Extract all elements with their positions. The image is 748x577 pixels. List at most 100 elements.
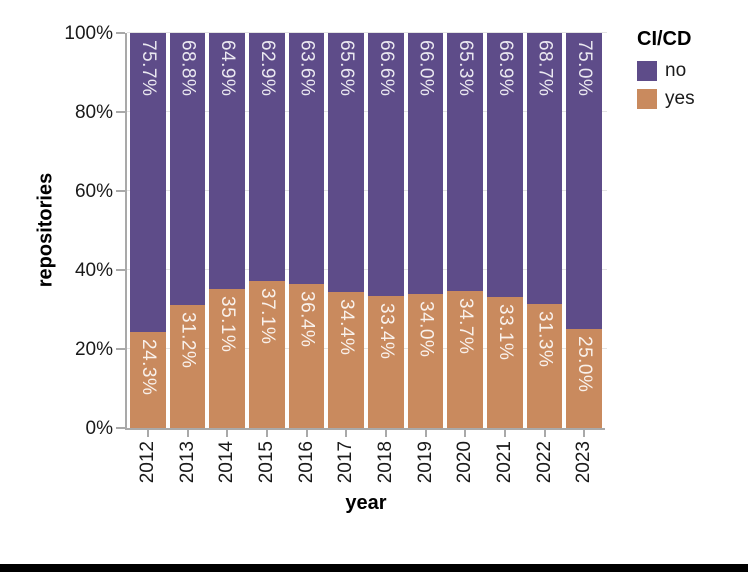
gridline [127, 269, 607, 270]
y-tick-mark [116, 190, 125, 192]
bar-label-no: 65.6% [336, 40, 358, 97]
bar-segment-no: 62.9% [249, 33, 285, 282]
bar-segment-no: 63.6% [288, 33, 325, 285]
x-tick-2014: 2014 [209, 429, 245, 483]
bar-2018: 66.6% 33.4% [368, 33, 404, 428]
bar-segment-yes: 34.4% [328, 292, 365, 428]
bar-segment-yes: 31.2% [169, 304, 206, 428]
y-tick-mark [116, 269, 125, 271]
x-tick-2015: 2015 [249, 429, 285, 483]
bar-segment-no: 75.0% [566, 33, 603, 330]
bar-label-no: 63.6% [296, 40, 318, 97]
bar-segment-yes: 34.7% [447, 290, 484, 428]
bar-2016: 63.6% 36.4% [288, 33, 325, 428]
bar-segment-yes: 33.1% [487, 297, 523, 428]
legend-swatch-yes [637, 89, 657, 109]
bar-label-yes: 36.4% [296, 291, 318, 348]
bar-segment-no: 66.6% [368, 33, 404, 297]
x-tick-mark [146, 429, 149, 437]
x-tick-mark [265, 429, 268, 437]
y-tick-mark [116, 427, 125, 429]
legend-title: CI/CD [637, 28, 692, 50]
bar-segment-yes: 37.1% [249, 281, 285, 428]
x-tick-2022: 2022 [527, 429, 563, 483]
bottom-divider-line [0, 564, 748, 572]
x-tick-label: 2021 [493, 441, 515, 484]
y-axis-line [125, 33, 127, 428]
bar-label-no: 68.8% [177, 40, 199, 97]
bar-2021: 66.9% 33.1% [487, 33, 523, 428]
bar-label-no: 64.9% [217, 40, 239, 97]
bar-segment-no: 68.7% [526, 33, 563, 305]
bar-2020: 65.3% 34.7% [447, 33, 484, 428]
legend-item-label: yes [665, 88, 695, 109]
bar-2022: 68.7% 31.3% [526, 33, 563, 428]
bar-label-yes: 34.7% [455, 297, 477, 355]
bar-label-yes: 34.0% [415, 300, 437, 358]
y-tick-label: 40% [74, 259, 113, 281]
x-tick-2017: 2017 [328, 429, 364, 483]
x-tick-mark [226, 429, 229, 437]
bars-group: 75.7% 24.3% 68.8% 31.2% 64.9% 35.1% 62.9% 37.1%… [127, 33, 605, 428]
plot-area: 75.7% 24.3% 68.8% 31.2% 64.9% 35.1% 62.9% 37.1%… [125, 32, 607, 430]
x-tick-label: 2014 [216, 441, 238, 484]
bar-segment-no: 68.8% [169, 33, 206, 305]
bar-segment-no: 66.0% [407, 33, 444, 294]
legend-item-yes: yes [637, 88, 695, 110]
x-tick-label: 2018 [374, 441, 396, 484]
gridline [127, 190, 607, 191]
x-tick-mark [583, 429, 586, 437]
bar-2014: 64.9% 35.1% [209, 33, 246, 428]
bar-label-yes: 37.1% [256, 288, 278, 345]
legend-item-no: no [637, 60, 695, 82]
x-tick-mark [503, 429, 506, 437]
bar-label-no: 62.9% [256, 40, 278, 97]
bar-2017: 65.6% 34.4% [328, 33, 365, 428]
y-tick-mark [116, 111, 125, 113]
bar-label-no: 65.3% [455, 40, 477, 97]
gridline [127, 348, 607, 349]
x-tick-mark [186, 429, 189, 437]
x-tick-2016: 2016 [289, 429, 325, 483]
legend-items: no yes [637, 60, 695, 110]
gridline [127, 111, 607, 112]
x-axis-line [125, 428, 605, 430]
bar-label-no: 68.7% [534, 40, 556, 97]
bar-segment-no: 65.6% [328, 33, 365, 293]
y-tick-label: 80% [74, 101, 113, 123]
x-tick-label: 2023 [573, 441, 595, 484]
y-tick-mark [116, 32, 125, 34]
bar-segment-no: 66.9% [487, 33, 523, 298]
legend-item-label: no [665, 60, 687, 81]
x-tick-mark [424, 429, 427, 437]
x-tick-mark [464, 429, 467, 437]
bar-2013: 68.8% 31.2% [169, 33, 206, 428]
bar-label-yes: 34.4% [336, 299, 358, 356]
legend: CI/CD no yes [637, 28, 695, 116]
x-tick-2020: 2020 [447, 429, 483, 483]
bar-label-yes: 25.0% [574, 336, 596, 393]
bar-segment-no: 65.3% [447, 33, 484, 291]
bar-segment-no: 64.9% [209, 33, 246, 290]
y-tick-mark [116, 348, 125, 350]
bar-label-no: 66.0% [415, 40, 437, 97]
x-axis: 2012 2013 2014 2015 2016 2017 2018 2019 2020 2021… [127, 429, 605, 483]
bar-2012: 75.7% 24.3% [130, 33, 166, 428]
legend-swatch-no [637, 61, 657, 81]
x-tick-label: 2012 [136, 441, 158, 484]
bar-label-yes: 35.1% [217, 296, 239, 353]
x-tick-label: 2016 [295, 441, 317, 484]
bar-label-yes: 31.2% [177, 311, 199, 369]
x-tick-mark [345, 429, 348, 437]
bar-label-no: 75.0% [574, 40, 596, 97]
bar-label-no: 66.6% [375, 40, 397, 97]
x-axis-title: year [345, 492, 387, 514]
bar-2015: 62.9% 37.1% [249, 33, 285, 428]
x-tick-label: 2015 [255, 441, 277, 484]
bar-segment-no: 75.7% [130, 33, 166, 332]
bar-label-yes: 31.3% [534, 311, 556, 368]
bar-segment-yes: 36.4% [288, 284, 325, 428]
x-tick-label: 2020 [454, 441, 476, 484]
x-tick-mark [384, 429, 387, 437]
